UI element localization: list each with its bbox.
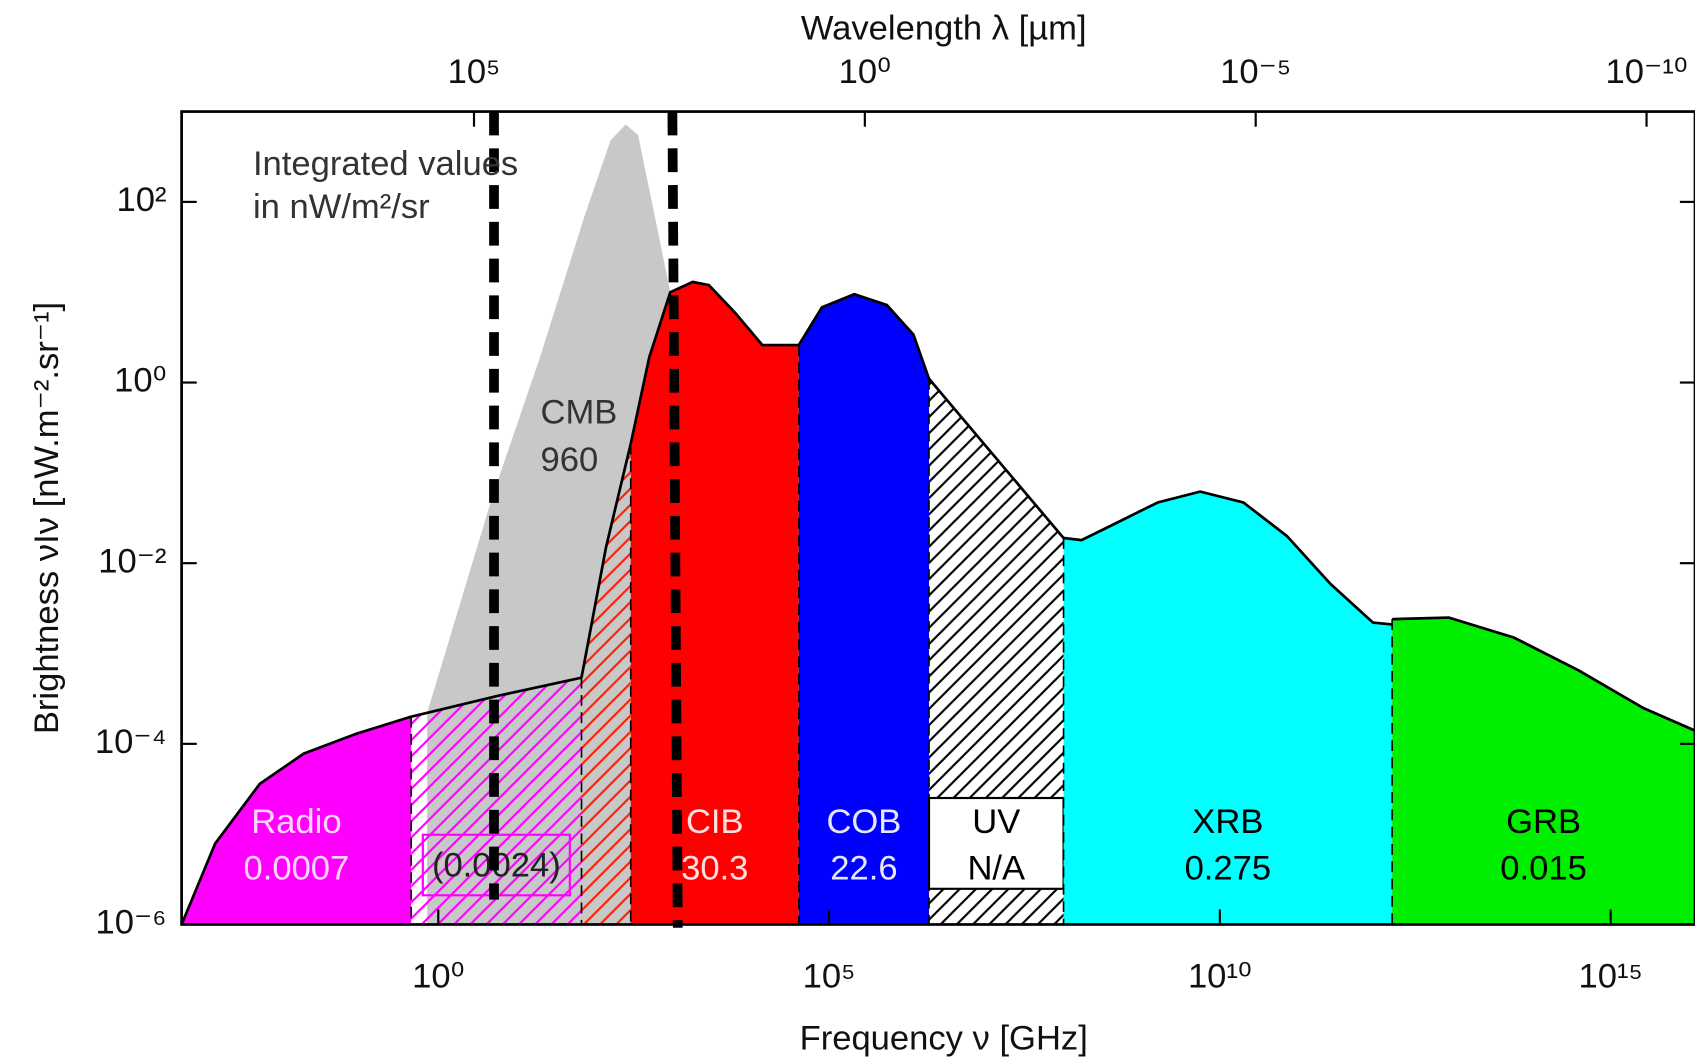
y-axis-title: Brightness νIν [nW.m⁻².sr⁻¹] — [28, 302, 66, 734]
band-name: XRB — [1192, 803, 1263, 841]
y-tick-label: 10⁻⁶ — [96, 904, 167, 942]
x2-axis-title: Wavelength λ [µm] — [801, 10, 1087, 48]
band-area — [181, 716, 412, 925]
y-tick-label: 10² — [116, 181, 166, 219]
band-outline — [410, 676, 582, 718]
x2-tick-label: 10⁵ — [448, 53, 501, 91]
x-tick-label: 10¹⁰ — [1188, 958, 1252, 996]
overlay — [489, 111, 683, 928]
x2-tick-label: 10⁻⁵ — [1220, 53, 1291, 91]
annotation: in nW/m²/sr — [253, 188, 430, 226]
x-tick-label: 10⁰ — [412, 958, 464, 996]
band-area — [929, 378, 1064, 925]
band-name: UV — [972, 803, 1020, 841]
band-value: 960 — [540, 441, 598, 479]
band-outline — [1063, 490, 1393, 626]
band-value: 0.0007 — [244, 850, 350, 888]
band-outline — [580, 443, 633, 678]
x2-tick-label: 10⁻¹⁰ — [1606, 53, 1688, 91]
x2-tick-label: 10⁰ — [839, 53, 891, 91]
x-axis-title: Frequency ν [GHz] — [800, 1019, 1088, 1057]
band-value: 0.015 — [1500, 850, 1587, 888]
band-outline — [629, 280, 799, 445]
band-value: N/A — [967, 850, 1025, 888]
y-tick-label: 10⁰ — [114, 362, 166, 400]
band-name: Radio — [251, 803, 341, 841]
band-outline — [797, 292, 931, 380]
label-box — [927, 796, 1065, 890]
annotation: Integrated values — [253, 145, 518, 183]
band-outline — [927, 377, 1065, 539]
y-tick-label: 10⁻⁴ — [95, 723, 167, 761]
band-name: CMB — [540, 393, 617, 431]
dashed-marker — [667, 111, 683, 928]
band-area — [1063, 491, 1393, 925]
band-outline — [181, 715, 412, 925]
plot-area: CMB960Radio0.0007(0.0024)CIB30.3COB22.6U… — [181, 124, 1695, 925]
axes: 10⁰ 10⁵ 10¹⁰ 10¹⁵ 10⁵ 10⁰ 10⁻⁵ 10⁻¹⁰ 10² 10⁰ 10⁻² 1… — [95, 53, 1695, 996]
band-area — [411, 677, 582, 925]
band-value: 22.6 — [830, 850, 897, 888]
band-value: 30.3 — [681, 850, 748, 888]
band-outline — [1392, 616, 1695, 732]
band-area — [581, 443, 631, 925]
band-area — [798, 294, 930, 925]
x-tick-label: 10¹⁵ — [1578, 958, 1642, 996]
x-tick-label: 10⁵ — [803, 958, 856, 996]
band-name: CIB — [686, 803, 744, 841]
band-name: COB — [826, 803, 901, 841]
plot-frame — [180, 110, 1695, 926]
band-name: GRB — [1506, 803, 1581, 841]
y-tick-label: 10⁻² — [98, 542, 166, 580]
band-value: 0.275 — [1185, 850, 1272, 888]
